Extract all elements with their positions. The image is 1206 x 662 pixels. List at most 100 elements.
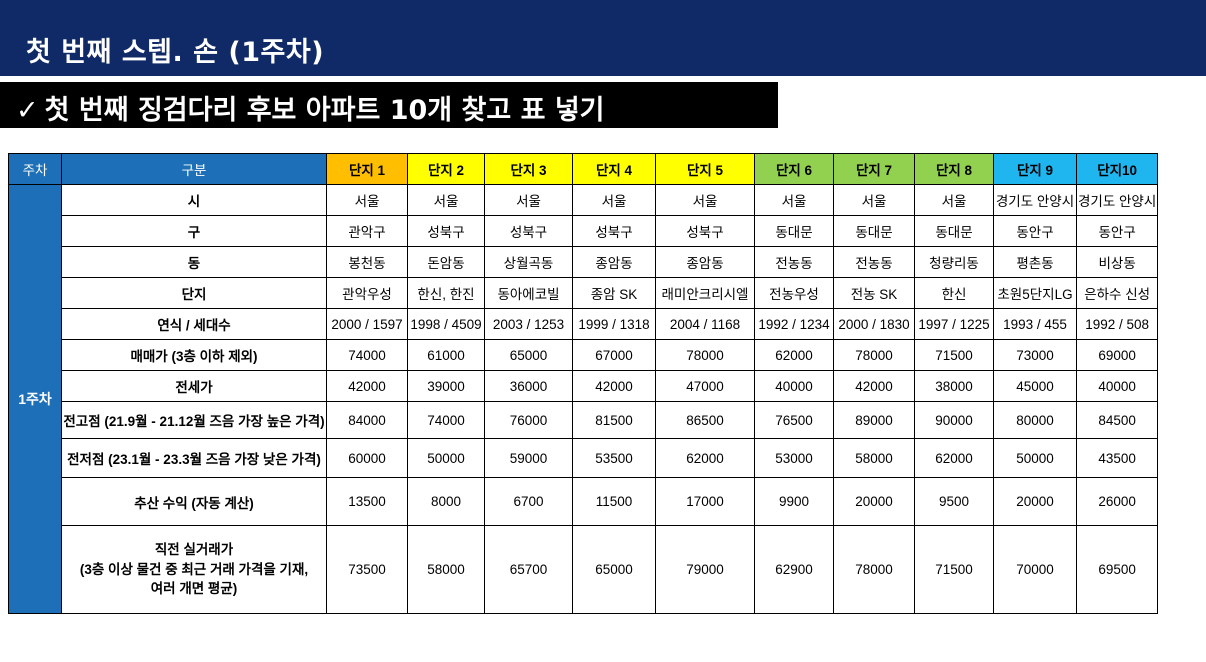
table-cell: 20000 <box>833 477 915 526</box>
table-cell: 50000 <box>407 438 485 478</box>
row-label: 전고점 (21.9월 - 21.12월 즈음 가장 높은 가격) <box>61 401 327 439</box>
table-cell: 62000 <box>655 438 755 478</box>
table-row: 전세가 42000 39000 36000 42000 47000 40000 42000 38… <box>9 370 1159 402</box>
table-cell: 서울 <box>407 184 485 216</box>
row-label: 추산 수익 (자동 계산) <box>61 477 327 526</box>
table-cell: 은하수 신성 <box>1075 277 1159 309</box>
table-cell: 동대문 <box>833 215 915 247</box>
table-row: 동 봉천동 돈암동 상월곡동 종암동 종암동 전농동 전농동 청량리동 평촌동 비상동 <box>9 246 1159 278</box>
table-cell: 1999 / 1318 <box>572 308 656 340</box>
table-cell: 65000 <box>572 525 656 614</box>
table-row: 매매가 (3층 이하 제외) 74000 61000 65000 67000 78000 6… <box>9 339 1159 371</box>
top-banner: 첫 번째 스텝. 손 (1주차) <box>0 0 1206 76</box>
row-label: 직전 실거래가 (3층 이상 물건 중 최근 거래 가격을 기재, 여러 개면 평균… <box>61 525 327 614</box>
table-cell: 서울 <box>484 184 573 216</box>
table-cell: 9500 <box>914 477 994 526</box>
table-cell: 42000 <box>326 370 408 402</box>
page-title: 첫 번째 스텝. 손 (1주차) <box>26 37 325 68</box>
table-cell: 관악우성 <box>326 277 408 309</box>
table-cell: 42000 <box>572 370 656 402</box>
table-row: 구 관악구 성북구 성북구 성북구 성북구 동대문 동대문 동대문 동안구 동안구 <box>9 215 1159 247</box>
complex-header-2: 단지 2 <box>407 153 485 185</box>
table-cell: 동아에코빌 <box>484 277 573 309</box>
table-cell: 81500 <box>572 401 656 439</box>
table-row: 직전 실거래가 (3층 이상 물건 중 최근 거래 가격을 기재, 여러 개면 평균… <box>9 525 1159 614</box>
table-cell: 성북구 <box>484 215 573 247</box>
table-continuation <box>8 634 1188 640</box>
table-cell: 관악구 <box>326 215 408 247</box>
table-cell: 38000 <box>914 370 994 402</box>
table-cell: 65000 <box>484 339 573 371</box>
table-cell: 79000 <box>655 525 755 614</box>
category-header: 구분 <box>61 153 327 185</box>
subtitle: ✓ 첫 번째 징검다리 후보 아파트 10개 찾고 표 넣기 <box>16 88 605 127</box>
table-cell: 71500 <box>914 339 994 371</box>
table-cell: 61000 <box>407 339 485 371</box>
table-cell: 78000 <box>655 339 755 371</box>
apartment-candidates-table: 주차 구분 단지 1 단지 2 단지 3 단지 4 단지 5 단지 6 단지 7… <box>8 153 1159 614</box>
table-cell: 종암동 <box>572 246 656 278</box>
complex-header-3: 단지 3 <box>484 153 573 185</box>
row-label: 연식 / 세대수 <box>61 308 327 340</box>
table-cell: 53000 <box>754 438 834 478</box>
table-cell: 58000 <box>407 525 485 614</box>
table-cell: 76500 <box>754 401 834 439</box>
table-cell: 62900 <box>754 525 834 614</box>
table-cell: 40000 <box>754 370 834 402</box>
complex-header-9: 단지 9 <box>993 153 1077 185</box>
table-cell: 1993 / 455 <box>993 308 1077 340</box>
complex-header-1: 단지 1 <box>326 153 408 185</box>
row-label: 동 <box>61 246 327 278</box>
table-cell: 84000 <box>326 401 408 439</box>
table-cell: 40000 <box>1075 370 1159 402</box>
table-cell: 6700 <box>484 477 573 526</box>
table-cell: 73500 <box>326 525 408 614</box>
table-cell: 70000 <box>993 525 1077 614</box>
table-cell: 74000 <box>326 339 408 371</box>
table-cell: 경기도 안양시 <box>993 184 1077 216</box>
table-cell: 경기도 안양시 <box>1075 184 1159 216</box>
table-cell: 80000 <box>993 401 1077 439</box>
table-cell: 동안구 <box>993 215 1077 247</box>
row-label: 단지 <box>61 277 327 309</box>
table-cell: 서울 <box>833 184 915 216</box>
subtitle-bar: ✓ 첫 번째 징검다리 후보 아파트 10개 찾고 표 넣기 <box>0 82 778 128</box>
table-cell: 청량리동 <box>914 246 994 278</box>
row-label: 시 <box>61 184 327 216</box>
week-cell: 1주차 <box>8 184 62 614</box>
table-row: 연식 / 세대수 2000 / 1597 1998 / 4509 2003 / 125… <box>9 308 1159 340</box>
complex-header-6: 단지 6 <box>754 153 834 185</box>
table-cell: 60000 <box>326 438 408 478</box>
table-cell: 67000 <box>572 339 656 371</box>
table-cell: 78000 <box>833 525 915 614</box>
table-cell: 동안구 <box>1075 215 1159 247</box>
table-cell: 69500 <box>1075 525 1159 614</box>
table-cell: 서울 <box>754 184 834 216</box>
table-cell: 74000 <box>407 401 485 439</box>
table-cell: 상월곡동 <box>484 246 573 278</box>
table-cell: 초원5단지LG <box>993 277 1077 309</box>
table-cell: 2003 / 1253 <box>484 308 573 340</box>
table-cell: 69000 <box>1075 339 1159 371</box>
complex-header-7: 단지 7 <box>833 153 915 185</box>
table-row: 전저점 (23.1월 - 23.3월 즈음 가장 낮은 가격) 60000 5000… <box>9 438 1159 478</box>
table-cell: 1998 / 4509 <box>407 308 485 340</box>
table-cell: 73000 <box>993 339 1077 371</box>
row-label-line: (3층 이상 물건 중 최근 거래 가격을 기재, <box>79 561 309 577</box>
row-label: 구 <box>61 215 327 247</box>
row-label-line: 여러 개면 평균) <box>150 581 238 597</box>
table-cell: 45000 <box>993 370 1077 402</box>
table-cell: 50000 <box>993 438 1077 478</box>
table-cell: 1997 / 1225 <box>914 308 994 340</box>
complex-header-5: 단지 5 <box>655 153 755 185</box>
table-cell: 26000 <box>1075 477 1159 526</box>
row-label: 매매가 (3층 이하 제외) <box>61 339 327 371</box>
table-cell: 8000 <box>407 477 485 526</box>
table-cell: 13500 <box>326 477 408 526</box>
table-cell: 전농우성 <box>754 277 834 309</box>
table-cell: 래미안크리시엘 <box>655 277 755 309</box>
complex-header-4: 단지 4 <box>572 153 656 185</box>
table-cell: 39000 <box>407 370 485 402</box>
table-cell: 59000 <box>484 438 573 478</box>
table-cell: 89000 <box>833 401 915 439</box>
